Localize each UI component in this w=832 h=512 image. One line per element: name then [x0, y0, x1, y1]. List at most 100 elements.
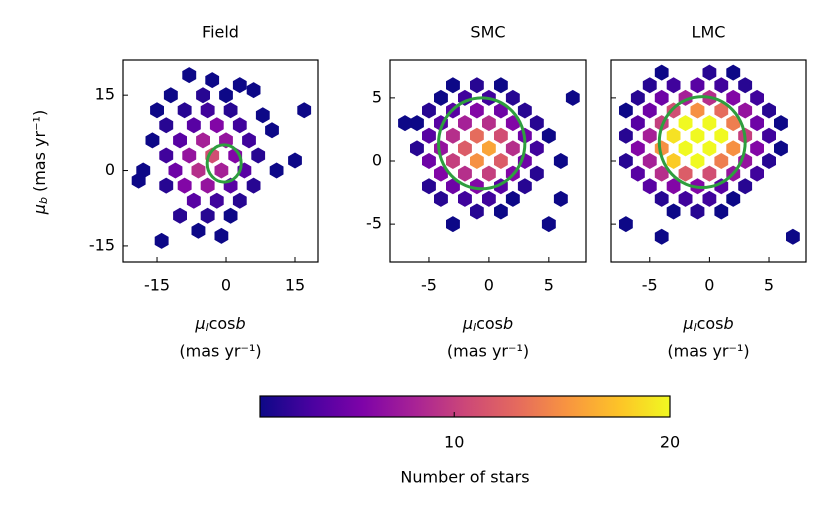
hex-cell — [738, 102, 753, 119]
hex-cell — [482, 190, 496, 207]
hex-cell — [642, 102, 657, 119]
panel-title: LMC — [692, 23, 726, 42]
hex-cell — [398, 115, 412, 132]
hex-cell — [422, 102, 436, 119]
hex-cell — [297, 102, 312, 119]
hex-cell — [654, 64, 669, 81]
hex-cell — [246, 82, 261, 99]
axis-label-unit: (mas yr⁻¹) — [667, 342, 749, 361]
label-part: b — [503, 314, 513, 333]
hex-cell — [470, 178, 484, 195]
hex-cell — [219, 87, 233, 104]
hex-cell — [529, 165, 544, 182]
hex-cell — [619, 153, 633, 169]
label-part: cos — [476, 314, 503, 333]
label-part: cos — [209, 314, 236, 333]
circle — [205, 143, 243, 184]
hex-cell — [242, 132, 256, 149]
y-tick-label: -5 — [366, 214, 382, 233]
hex-cell — [470, 102, 484, 119]
hex-cell — [159, 147, 174, 164]
hex-cell — [666, 178, 681, 195]
hex-cell — [690, 77, 705, 94]
hex-cell — [163, 87, 178, 104]
hex-cell — [422, 127, 436, 144]
x-tick-label: 5 — [544, 276, 554, 295]
hex-cell — [177, 177, 192, 194]
hex-cell — [494, 127, 508, 144]
circle — [657, 95, 747, 190]
hex-cell — [666, 203, 681, 220]
y-tick-label: 5 — [372, 87, 382, 106]
hex-cell — [458, 140, 472, 157]
hex-cell — [714, 77, 729, 94]
hex-cell — [434, 165, 448, 182]
hex-cell — [159, 177, 174, 194]
hex-cell — [529, 115, 544, 132]
hex-cell — [182, 67, 197, 84]
axes-frame — [610, 59, 807, 263]
hex-cell — [630, 140, 645, 157]
hex-cell — [738, 178, 753, 195]
hex-cell — [678, 165, 693, 182]
hex-cell — [553, 190, 568, 207]
hex-cell — [505, 115, 520, 132]
hex-cell — [191, 222, 206, 239]
hex-cell — [630, 165, 645, 182]
hex-cell — [494, 203, 508, 220]
panel-title: Field — [202, 23, 239, 42]
label-part: (mas yr⁻¹) — [30, 110, 49, 192]
hex-cell — [630, 89, 645, 106]
hex-cell — [446, 153, 460, 169]
y-tick-label: 15 — [95, 85, 115, 104]
hex-cell — [434, 89, 448, 106]
hex-cell — [288, 152, 302, 169]
hex-cell — [446, 77, 460, 94]
label-part: b — [724, 314, 734, 333]
hex-cell — [642, 178, 657, 195]
hex-cell — [619, 102, 633, 119]
circle — [437, 96, 527, 191]
axis-label: μb (mas yr⁻¹) — [30, 110, 51, 215]
x-tick-label: 5 — [764, 276, 774, 295]
hex-cell — [630, 115, 645, 132]
hex-cell — [182, 147, 197, 164]
hex-cell — [517, 178, 532, 195]
hex-cell — [565, 89, 580, 106]
hex-cell — [774, 140, 788, 157]
x-tick-label: 15 — [285, 276, 305, 295]
plot-area — [398, 77, 580, 233]
hex-cell — [209, 117, 224, 134]
hex-cell — [750, 165, 764, 182]
y-tick-label: 0 — [105, 160, 115, 179]
hex-cell — [553, 153, 568, 169]
hex-cell — [690, 127, 705, 144]
hex-cell — [232, 77, 247, 94]
x-tick-label: 0 — [484, 276, 494, 295]
hex-cell — [200, 177, 215, 194]
hex-cell — [762, 127, 776, 144]
hex-cell — [714, 203, 729, 220]
hex-cell — [750, 115, 764, 132]
hex-cell — [642, 77, 657, 94]
hex-cell — [232, 117, 247, 134]
hex-cell — [702, 190, 717, 207]
hex-cell — [690, 203, 705, 220]
hex-cell — [186, 192, 201, 209]
hex-cell — [131, 172, 146, 189]
hex-cell — [762, 102, 776, 119]
colorbar-label: Number of stars — [400, 468, 529, 487]
axis-label: μlcosb — [194, 314, 245, 335]
hex-cell — [200, 102, 215, 119]
hex-cell — [666, 127, 681, 144]
hex-cell — [494, 77, 508, 94]
axis-label: μlcosb — [462, 314, 513, 335]
hex-cell — [422, 153, 436, 169]
hex-cell — [223, 207, 238, 224]
hex-cell — [470, 203, 484, 220]
x-tick-label: 0 — [221, 276, 231, 295]
x-tick-label: 0 — [704, 276, 714, 295]
hex-cell — [446, 216, 460, 233]
label-part: μ — [682, 314, 693, 333]
